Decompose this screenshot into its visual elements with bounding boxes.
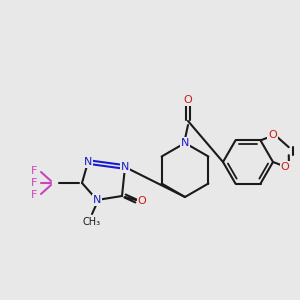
Text: O: O <box>268 130 277 140</box>
Text: N: N <box>93 195 101 205</box>
Text: O: O <box>184 95 192 105</box>
Text: F: F <box>31 190 37 200</box>
Text: N: N <box>84 157 92 167</box>
Text: N: N <box>121 162 129 172</box>
Text: F: F <box>31 166 37 176</box>
Text: O: O <box>138 196 146 206</box>
Text: O: O <box>280 162 290 172</box>
Text: CH₃: CH₃ <box>83 217 101 227</box>
Text: N: N <box>181 138 189 148</box>
Text: F: F <box>31 178 37 188</box>
